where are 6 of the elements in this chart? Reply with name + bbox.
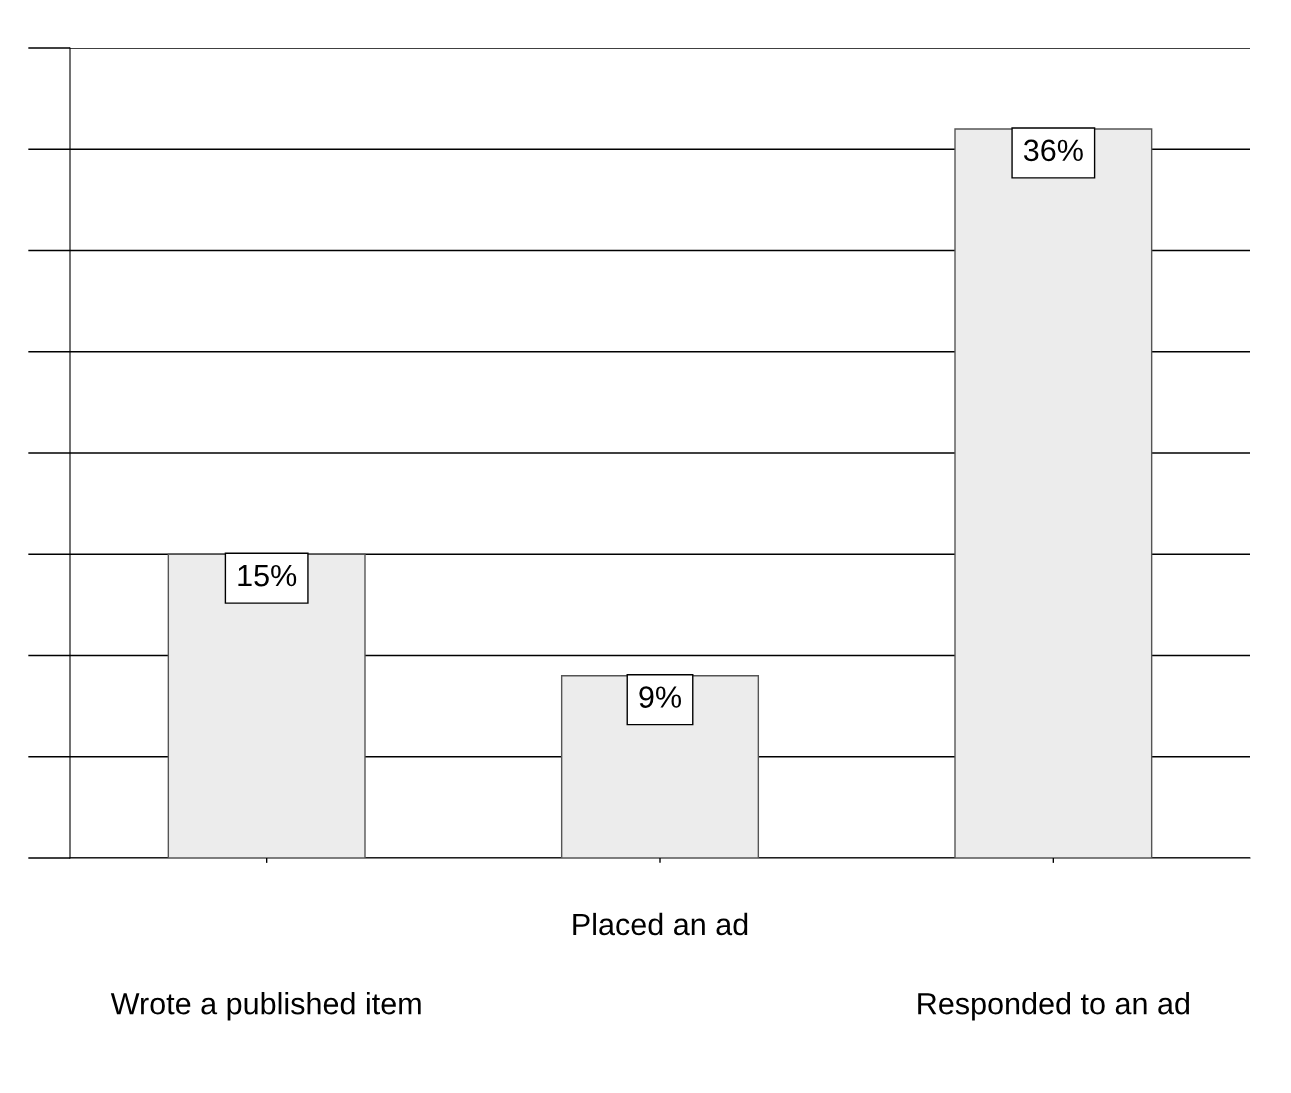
- x-tick-label: Responded to an ad: [918, 992, 1189, 1021]
- data-label: 15%: [238, 564, 297, 587]
- data-label: 36%: [1023, 139, 1083, 162]
- x-tick-label: Wrote a published item: [110, 992, 421, 1021]
- data-label: 9%: [639, 686, 681, 708]
- x-tick-label: Placed an ad: [573, 912, 748, 936]
